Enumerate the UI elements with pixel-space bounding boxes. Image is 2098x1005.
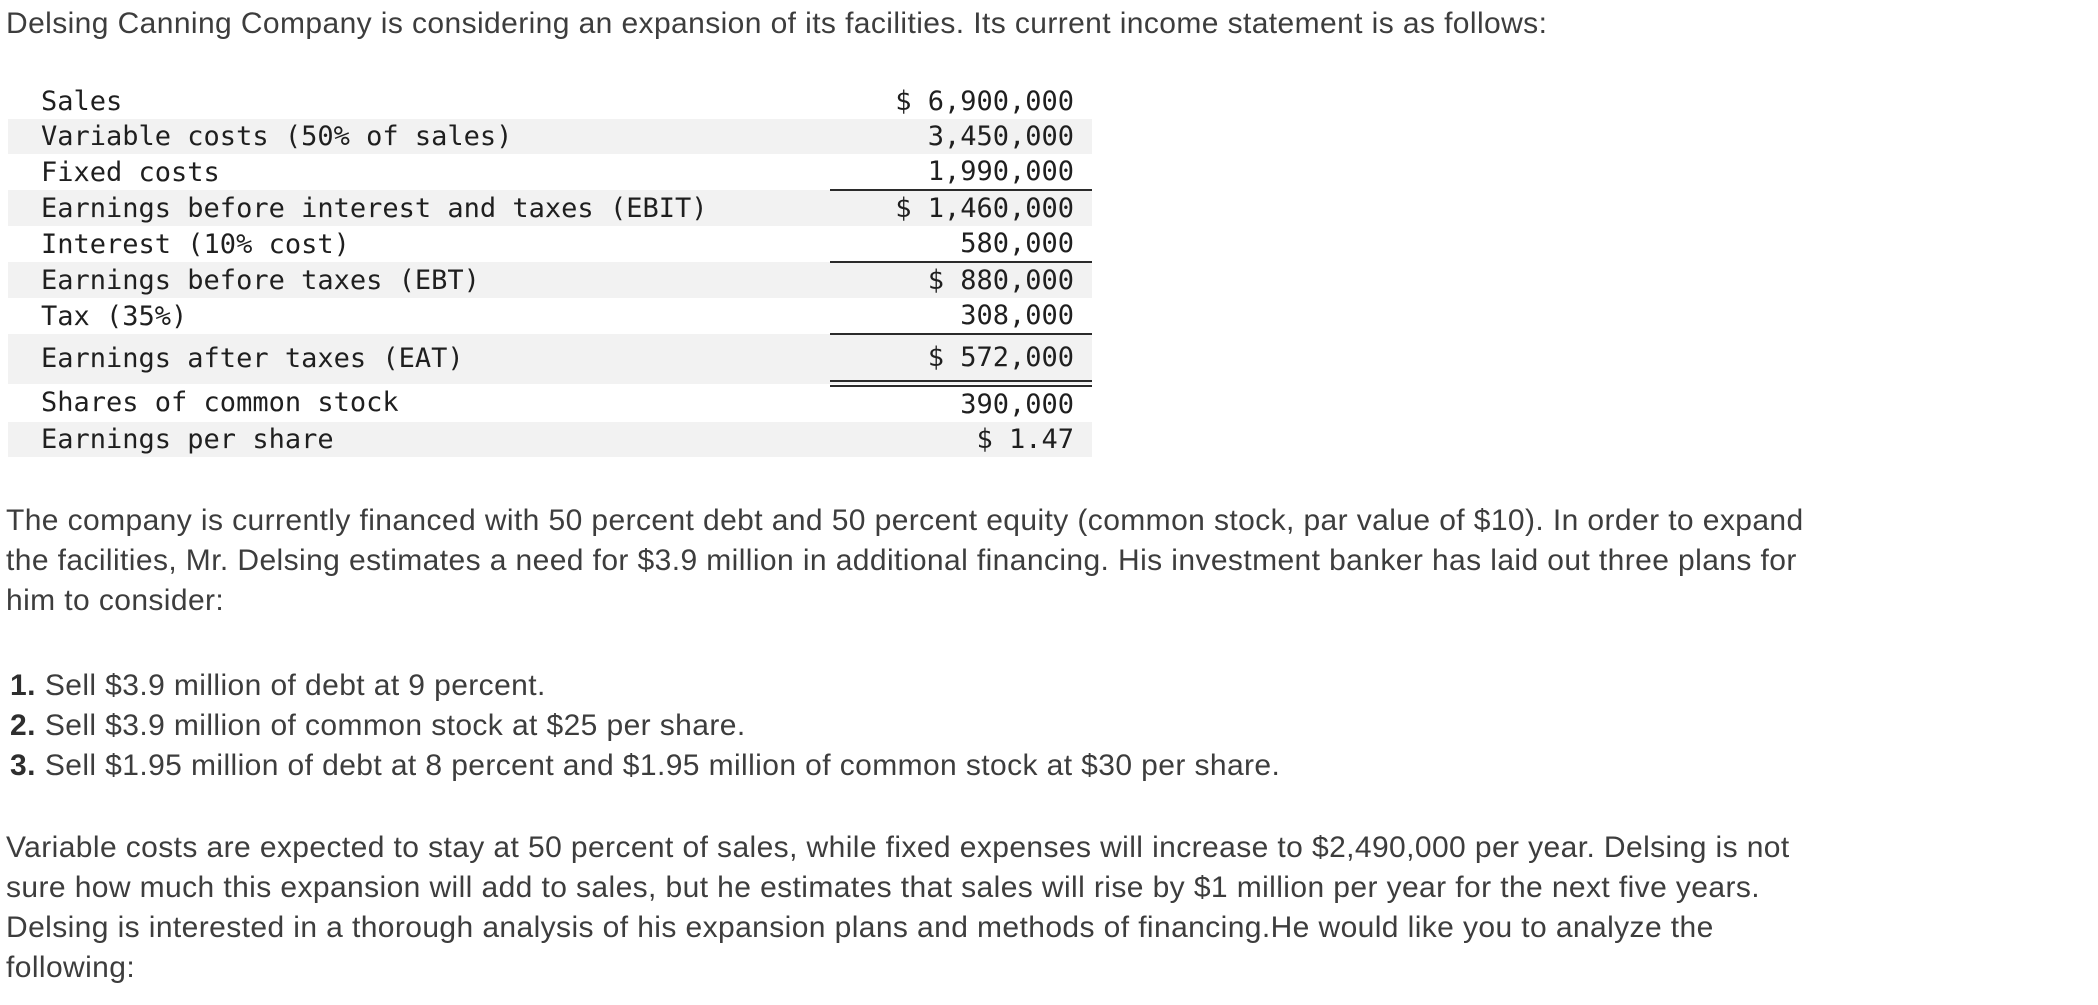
table-row-interest: Interest (10% cost) 580,000 [8, 226, 1092, 263]
paragraph-line: following: [6, 951, 136, 984]
table-row-sales: Sales $ 6,900,000 [8, 84, 1092, 119]
row-value: $ 6,900,000 [895, 86, 1074, 117]
paragraph-line: sure how much this expansion will add to… [6, 871, 1760, 904]
table-row-eat: Earnings after taxes (EAT) $ 572,000 [8, 334, 1092, 387]
row-value: 1,990,000 [830, 154, 1092, 191]
row-label: Fixed costs [41, 156, 220, 188]
paragraph-line: Variable costs are expected to stay at 5… [6, 831, 1790, 864]
row-label: Earnings before taxes (EBT) [41, 264, 480, 296]
table-row-shares: Shares of common stock 390,000 [8, 384, 1092, 423]
table-row-variable-costs: Variable costs (50% of sales) 3,450,000 [8, 119, 1092, 154]
row-label: Variable costs (50% of sales) [41, 121, 513, 152]
row-value: $ 572,000 [830, 334, 1092, 387]
row-label: Earnings after taxes (EAT) [41, 343, 464, 375]
row-label: Tax (35%) [41, 300, 188, 332]
paragraph-line: him to consider: [6, 584, 225, 617]
list-item-plan-1: 1. Sell $3.9 million of debt at 9 percent… [10, 666, 2088, 706]
paragraph-line: the facilities, Mr. Delsing estimates a … [6, 544, 1797, 577]
row-value: $ 880,000 [927, 265, 1074, 296]
plan-number: 3. [10, 749, 36, 782]
table-row-ebit: Earnings before interest and taxes (EBIT… [8, 190, 1092, 226]
row-value: 390,000 [960, 389, 1074, 420]
row-label: Interest (10% cost) [41, 228, 350, 260]
row-label: Sales [41, 86, 123, 117]
row-value: $ 1.47 [976, 424, 1074, 455]
intro-text: Delsing Canning Company is considering a… [6, 7, 1548, 40]
table-row-fixed-costs: Fixed costs 1,990,000 [8, 154, 1092, 191]
row-label: Earnings before interest and taxes (EBIT… [41, 192, 708, 224]
table-row-eps: Earnings per share $ 1.47 [8, 422, 1092, 457]
row-label: Earnings per share [41, 424, 334, 455]
list-item-plan-2: 2. Sell $3.9 million of common stock at $… [10, 706, 2088, 746]
table-row-ebt: Earnings before taxes (EBT) $ 880,000 [8, 262, 1092, 298]
table-row-tax: Tax (35%) 308,000 [8, 298, 1092, 335]
financing-paragraph: The company is currently financed with 5… [6, 501, 2088, 621]
plan-text: Sell $1.95 million of debt at 8 percent … [44, 749, 1281, 782]
plan-number: 2. [10, 709, 36, 742]
plan-text: Sell $3.9 million of debt at 9 percent. [44, 669, 546, 702]
row-value: 3,450,000 [927, 121, 1074, 152]
income-statement-table: Sales $ 6,900,000 Variable costs (50% of… [8, 84, 1092, 457]
paragraph-line: The company is currently financed with 5… [6, 504, 1804, 537]
paragraph-line: Delsing is interested in a thorough anal… [6, 911, 1714, 944]
plan-text: Sell $3.9 million of common stock at $25… [44, 709, 746, 742]
row-value: 580,000 [830, 226, 1092, 263]
plans-list: 1. Sell $3.9 million of debt at 9 percent… [6, 666, 2088, 786]
expansion-paragraph: Variable costs are expected to stay at 5… [6, 828, 2088, 988]
row-value: $ 1,460,000 [895, 193, 1074, 224]
plan-number: 1. [10, 669, 36, 702]
list-item-plan-3: 3. Sell $1.95 million of debt at 8 percen… [10, 746, 2088, 786]
row-label: Shares of common stock [41, 387, 399, 419]
row-value: 308,000 [830, 298, 1092, 335]
